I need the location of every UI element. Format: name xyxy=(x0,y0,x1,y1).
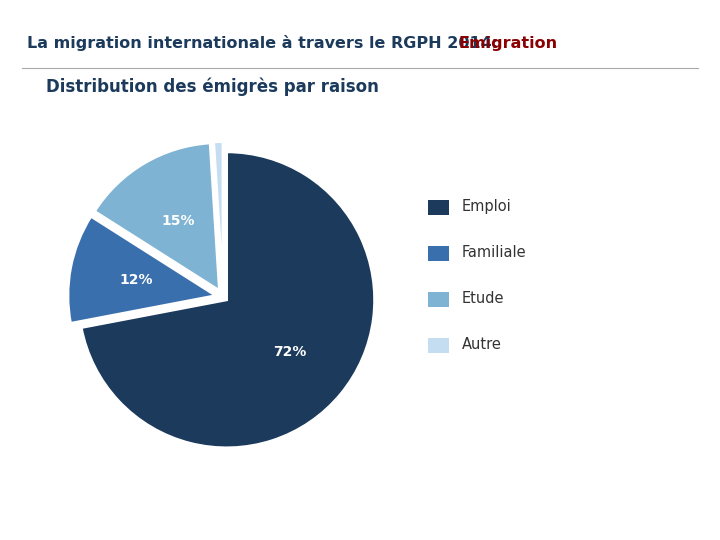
Wedge shape xyxy=(94,143,220,291)
Text: 12%: 12% xyxy=(120,273,153,287)
Wedge shape xyxy=(81,152,374,448)
Wedge shape xyxy=(68,217,216,323)
Text: Emploi: Emploi xyxy=(462,199,511,214)
Text: Distribution des émigrès par raison: Distribution des émigrès par raison xyxy=(46,77,379,96)
Text: La migration internationale à travers le RGPH 2014:: La migration internationale à travers le… xyxy=(27,35,504,51)
Text: Etude: Etude xyxy=(462,291,504,306)
Text: Autre: Autre xyxy=(462,337,501,352)
Wedge shape xyxy=(214,141,223,289)
Text: 72%: 72% xyxy=(273,345,306,359)
Text: Familiale: Familiale xyxy=(462,245,526,260)
Text: 15%: 15% xyxy=(161,213,194,227)
Text: Emigration: Emigration xyxy=(459,36,558,51)
